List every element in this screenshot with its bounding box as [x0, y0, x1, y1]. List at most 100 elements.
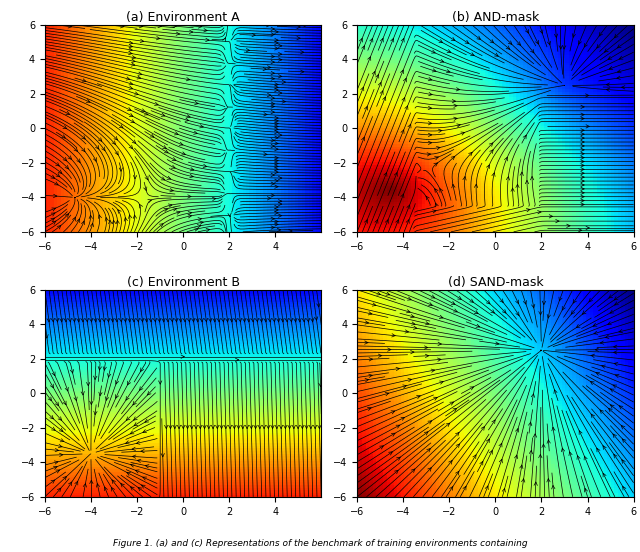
FancyArrowPatch shape [614, 351, 617, 354]
FancyArrowPatch shape [271, 33, 275, 36]
FancyArrowPatch shape [275, 220, 278, 223]
FancyArrowPatch shape [511, 188, 515, 192]
FancyArrowPatch shape [51, 175, 54, 178]
FancyArrowPatch shape [577, 325, 580, 327]
FancyArrowPatch shape [431, 369, 435, 373]
FancyArrowPatch shape [613, 434, 616, 438]
FancyArrowPatch shape [417, 395, 420, 399]
FancyArrowPatch shape [57, 226, 61, 229]
FancyArrowPatch shape [177, 211, 180, 214]
FancyArrowPatch shape [275, 211, 278, 215]
FancyArrowPatch shape [55, 448, 58, 452]
FancyArrowPatch shape [66, 112, 70, 114]
FancyArrowPatch shape [119, 319, 123, 322]
FancyArrowPatch shape [143, 429, 147, 433]
FancyArrowPatch shape [47, 319, 51, 322]
FancyArrowPatch shape [586, 94, 589, 97]
FancyArrowPatch shape [401, 417, 404, 420]
FancyArrowPatch shape [56, 173, 60, 177]
FancyArrowPatch shape [581, 176, 584, 179]
FancyArrowPatch shape [611, 389, 614, 392]
FancyArrowPatch shape [376, 75, 379, 78]
FancyArrowPatch shape [434, 163, 438, 166]
FancyArrowPatch shape [380, 446, 383, 449]
FancyArrowPatch shape [90, 223, 93, 227]
FancyArrowPatch shape [82, 79, 86, 82]
FancyArrowPatch shape [85, 319, 88, 322]
FancyArrowPatch shape [136, 319, 140, 322]
FancyArrowPatch shape [426, 354, 429, 358]
FancyArrowPatch shape [581, 129, 584, 132]
FancyArrowPatch shape [234, 319, 237, 322]
FancyArrowPatch shape [401, 39, 404, 42]
FancyArrowPatch shape [95, 145, 99, 149]
FancyArrowPatch shape [186, 425, 189, 428]
FancyArrowPatch shape [581, 195, 584, 198]
FancyArrowPatch shape [385, 220, 388, 224]
FancyArrowPatch shape [508, 41, 512, 44]
FancyArrowPatch shape [600, 341, 604, 344]
FancyArrowPatch shape [81, 221, 84, 225]
FancyArrowPatch shape [115, 380, 118, 384]
FancyArrowPatch shape [176, 32, 180, 35]
FancyArrowPatch shape [556, 220, 559, 223]
FancyArrowPatch shape [254, 425, 257, 428]
FancyArrowPatch shape [397, 457, 400, 460]
Title: (a) Environment A: (a) Environment A [126, 10, 240, 24]
FancyArrowPatch shape [614, 34, 618, 38]
FancyArrowPatch shape [81, 148, 85, 152]
FancyArrowPatch shape [138, 72, 142, 75]
FancyArrowPatch shape [506, 177, 509, 180]
FancyArrowPatch shape [133, 401, 136, 405]
FancyArrowPatch shape [94, 319, 97, 322]
FancyArrowPatch shape [388, 452, 392, 455]
FancyArrowPatch shape [156, 36, 160, 40]
FancyArrowPatch shape [275, 119, 278, 123]
FancyArrowPatch shape [141, 109, 145, 112]
FancyArrowPatch shape [166, 319, 170, 322]
FancyArrowPatch shape [431, 295, 435, 298]
FancyArrowPatch shape [132, 455, 136, 458]
FancyArrowPatch shape [436, 146, 440, 150]
FancyArrowPatch shape [280, 425, 283, 428]
FancyArrowPatch shape [486, 439, 490, 443]
FancyArrowPatch shape [273, 319, 276, 322]
FancyArrowPatch shape [90, 319, 93, 322]
FancyArrowPatch shape [435, 157, 438, 160]
FancyArrowPatch shape [499, 443, 502, 447]
FancyArrowPatch shape [271, 97, 275, 100]
FancyArrowPatch shape [271, 60, 275, 63]
FancyArrowPatch shape [106, 397, 109, 400]
FancyArrowPatch shape [281, 319, 284, 322]
FancyArrowPatch shape [603, 473, 606, 477]
FancyArrowPatch shape [150, 134, 154, 137]
FancyArrowPatch shape [164, 150, 168, 153]
FancyArrowPatch shape [616, 374, 619, 378]
FancyArrowPatch shape [289, 319, 292, 322]
FancyArrowPatch shape [438, 342, 442, 346]
FancyArrowPatch shape [284, 425, 287, 428]
Title: (c) Environment B: (c) Environment B [127, 275, 239, 289]
FancyArrowPatch shape [145, 465, 149, 468]
FancyArrowPatch shape [149, 319, 152, 322]
FancyArrowPatch shape [292, 425, 296, 428]
FancyArrowPatch shape [451, 38, 455, 40]
FancyArrowPatch shape [45, 335, 48, 338]
FancyArrowPatch shape [198, 217, 202, 221]
FancyArrowPatch shape [552, 427, 555, 431]
FancyArrowPatch shape [461, 132, 465, 135]
FancyArrowPatch shape [451, 301, 455, 304]
FancyArrowPatch shape [190, 168, 194, 171]
FancyArrowPatch shape [89, 215, 92, 219]
FancyArrowPatch shape [108, 374, 111, 377]
FancyArrowPatch shape [581, 172, 584, 175]
FancyArrowPatch shape [278, 75, 282, 78]
FancyArrowPatch shape [217, 319, 220, 322]
FancyArrowPatch shape [102, 147, 105, 151]
FancyArrowPatch shape [51, 319, 54, 322]
FancyArrowPatch shape [275, 116, 278, 120]
FancyArrowPatch shape [271, 71, 275, 75]
FancyArrowPatch shape [172, 157, 176, 161]
FancyArrowPatch shape [401, 70, 404, 74]
FancyArrowPatch shape [173, 425, 177, 428]
